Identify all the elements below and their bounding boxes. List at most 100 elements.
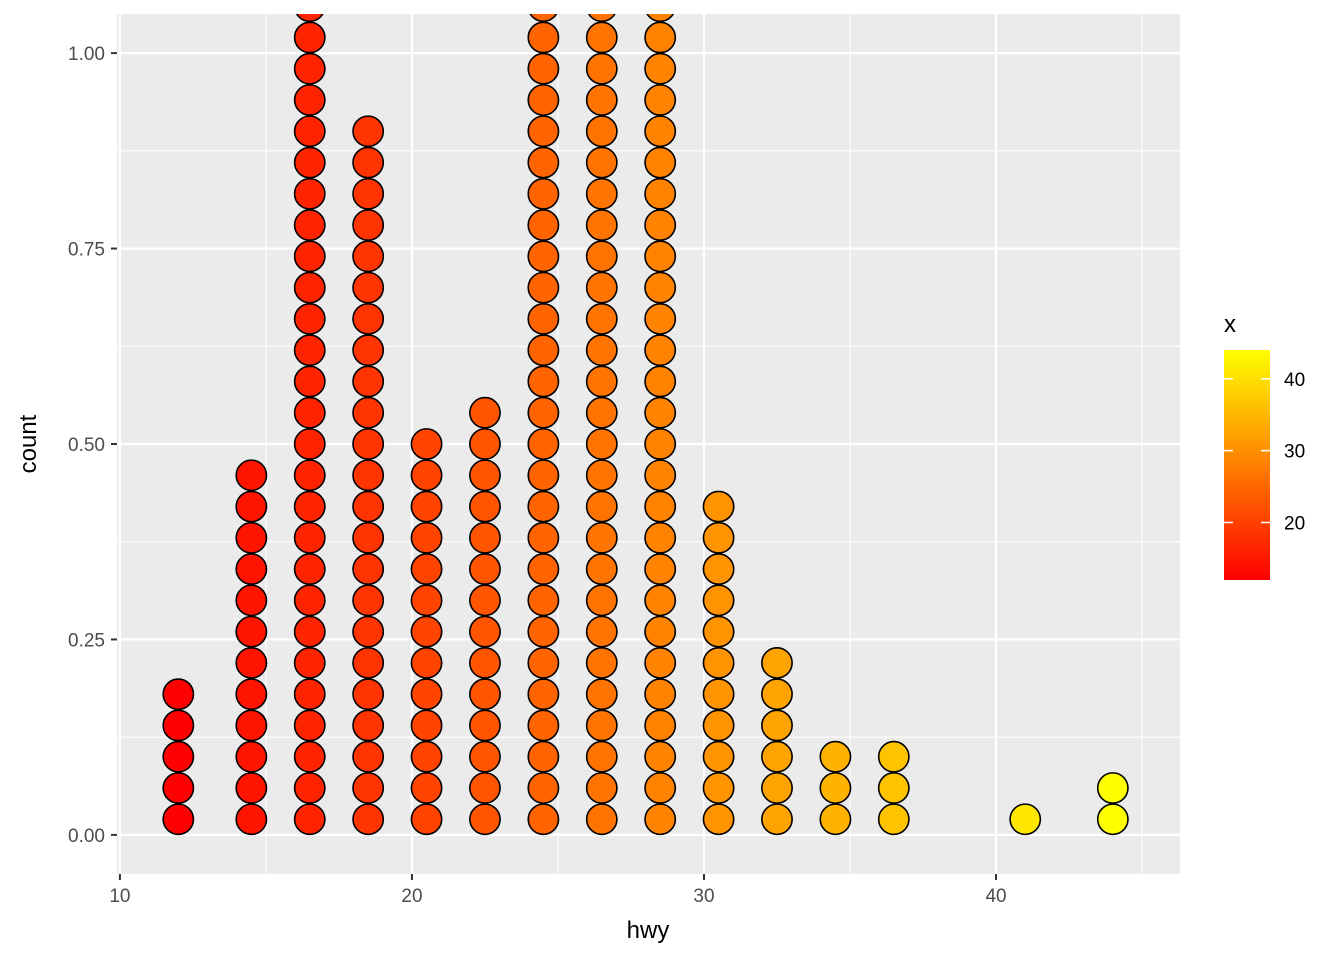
dot — [644, 240, 677, 273]
dot — [585, 365, 618, 398]
dot — [235, 553, 268, 586]
dot — [293, 396, 326, 429]
dot — [410, 740, 443, 773]
dot — [293, 177, 326, 210]
dot — [469, 428, 501, 460]
dot — [644, 521, 677, 554]
legend-tick-label: 40 — [1284, 370, 1305, 391]
y-tick-label: 0.00 — [68, 826, 105, 847]
dot — [644, 740, 677, 773]
dot — [644, 709, 677, 742]
dot — [469, 396, 501, 429]
dot — [352, 177, 385, 210]
dot — [293, 615, 326, 648]
dot — [819, 803, 852, 836]
dot — [293, 209, 326, 242]
dot — [469, 459, 501, 492]
dot — [529, 14, 558, 23]
dot — [352, 396, 385, 429]
dot — [352, 459, 385, 492]
dot — [1096, 772, 1129, 804]
dot — [527, 84, 560, 116]
dot — [702, 553, 735, 586]
dot — [293, 803, 326, 836]
dot — [702, 803, 735, 836]
dot — [702, 646, 735, 679]
dot — [644, 646, 677, 679]
dot — [293, 240, 326, 273]
dot — [352, 709, 385, 742]
dot — [410, 615, 443, 648]
dot — [644, 84, 677, 116]
dot — [644, 177, 677, 210]
dot — [585, 396, 618, 429]
dot — [352, 646, 385, 679]
dot — [235, 709, 268, 742]
dot — [527, 177, 560, 210]
dot — [644, 209, 677, 242]
dot — [585, 490, 618, 523]
dot — [585, 240, 618, 273]
dot — [162, 740, 195, 773]
legend-ticks: 20 30 40 — [1224, 370, 1305, 535]
dot — [527, 490, 560, 523]
dot — [644, 115, 677, 148]
dot — [410, 553, 443, 586]
dot — [527, 334, 560, 367]
dot — [702, 709, 735, 742]
dot — [293, 740, 326, 773]
dot — [644, 21, 677, 54]
dot — [585, 740, 618, 773]
dot — [352, 490, 385, 523]
dot — [410, 428, 443, 460]
color-legend: x 20 30 40 — [1224, 311, 1305, 580]
dot — [527, 584, 560, 617]
dot — [527, 615, 560, 648]
dot — [644, 490, 677, 523]
dot — [702, 615, 735, 648]
x-tick-label: 10 — [109, 886, 130, 907]
dot — [644, 615, 677, 648]
dot — [527, 646, 560, 679]
dot — [527, 678, 560, 711]
dot — [585, 803, 618, 836]
dot — [352, 803, 385, 836]
dot — [352, 271, 385, 304]
dot — [469, 584, 501, 617]
dot — [293, 146, 326, 179]
dot — [352, 146, 385, 179]
dot — [293, 646, 326, 679]
dot — [410, 709, 443, 742]
dot — [585, 459, 618, 492]
dot — [761, 678, 793, 711]
dot — [527, 209, 560, 242]
dot — [1096, 803, 1129, 836]
dot — [293, 428, 326, 460]
dot — [1009, 803, 1042, 836]
dot — [646, 14, 675, 23]
dot — [293, 271, 326, 304]
dot — [585, 21, 618, 54]
dot — [644, 678, 677, 711]
dot — [527, 271, 560, 304]
legend-title: x — [1224, 311, 1236, 338]
dot — [585, 553, 618, 586]
dot — [527, 302, 560, 335]
legend-tick-label: 30 — [1284, 442, 1305, 463]
dot — [702, 740, 735, 773]
dot — [352, 521, 385, 554]
dot — [293, 490, 326, 523]
dot — [293, 521, 326, 554]
dot — [293, 115, 326, 148]
dot — [761, 772, 793, 804]
dot — [352, 240, 385, 273]
dot — [877, 803, 910, 836]
dot — [644, 553, 677, 586]
x-tick-label: 40 — [985, 886, 1006, 907]
dot — [352, 428, 385, 460]
dot — [235, 678, 268, 711]
dot — [293, 302, 326, 335]
dot — [702, 678, 735, 711]
dot — [702, 772, 735, 804]
